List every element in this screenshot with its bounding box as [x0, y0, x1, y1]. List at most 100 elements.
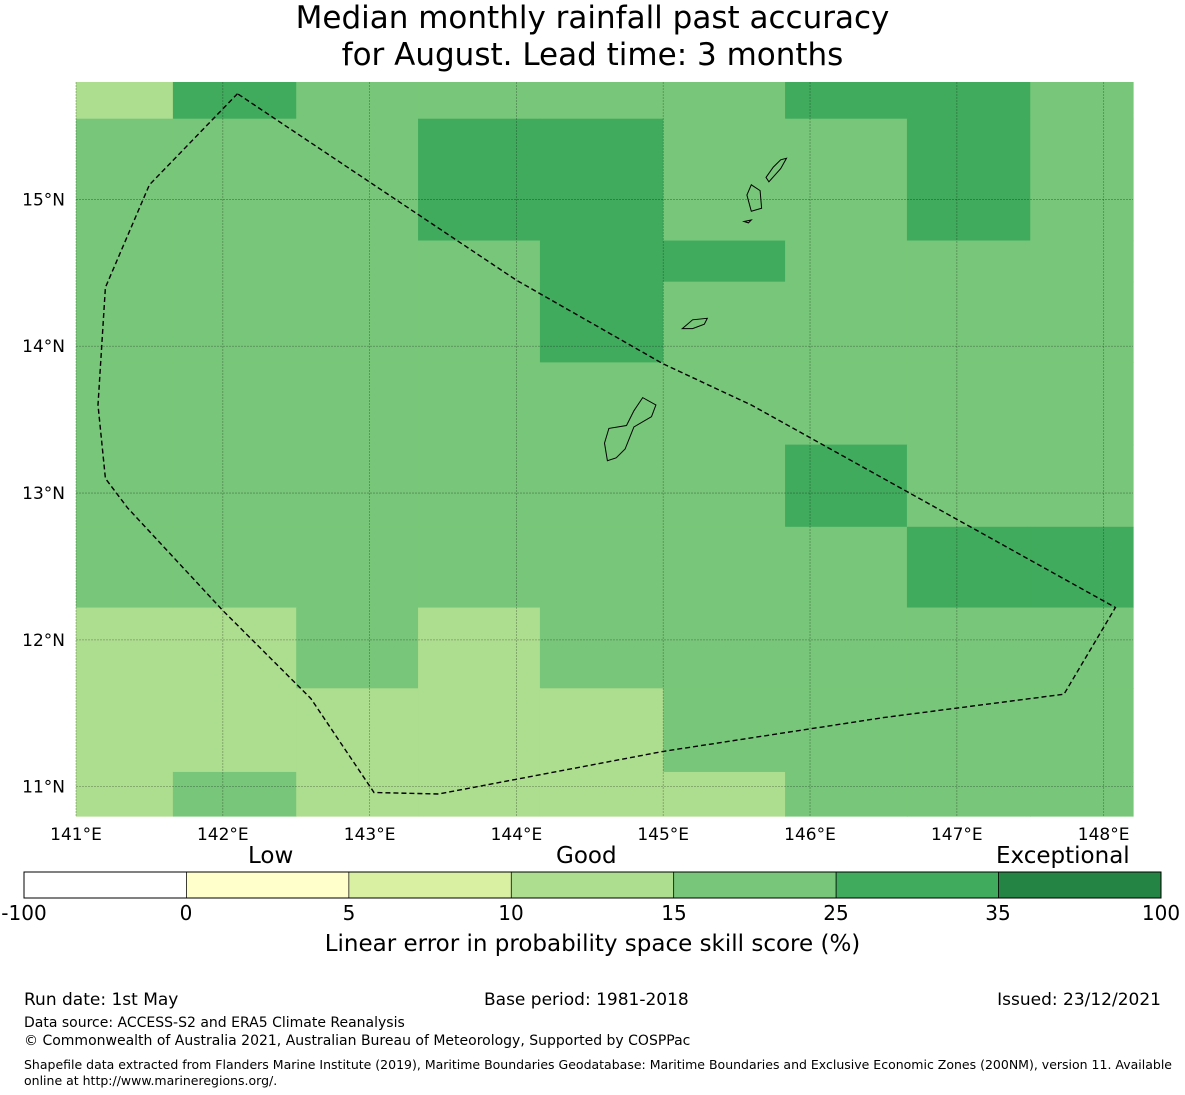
skill-cell — [663, 444, 786, 528]
skill-cell — [296, 771, 419, 817]
skill-cell — [539, 688, 664, 773]
skill-cell — [1030, 444, 1134, 528]
skill-cell — [539, 240, 664, 283]
skill-cell — [785, 82, 908, 120]
skill-cell — [663, 526, 786, 609]
y-tick-label: 11°N — [22, 778, 65, 798]
skill-cell — [663, 362, 786, 446]
x-tick-label: 143°E — [344, 825, 396, 845]
skill-cell — [172, 82, 297, 120]
island-coastlines — [603, 157, 788, 462]
skill-cell — [76, 82, 174, 120]
skill-cell — [1030, 362, 1134, 446]
colorbar-frame — [23, 871, 1162, 899]
skill-cell — [418, 362, 541, 446]
skill-cell — [76, 281, 174, 363]
colorbar — [23, 871, 1162, 899]
skill-cell — [906, 444, 1031, 528]
skill-cell — [663, 771, 786, 817]
y-tick-label: 14°N — [22, 337, 65, 357]
skill-cell — [906, 281, 1031, 363]
y-tick-label: 13°N — [22, 484, 65, 504]
skill-cell — [76, 444, 174, 528]
colorbar-bin — [673, 871, 837, 899]
eez-boundary-layer — [97, 93, 1117, 795]
skill-cell — [906, 526, 1031, 609]
skill-cell — [76, 688, 174, 773]
skill-cell — [1030, 771, 1134, 817]
skill-cell — [663, 688, 786, 773]
island-outline — [746, 184, 763, 212]
skill-cell — [539, 607, 664, 689]
skill-cell — [785, 688, 908, 773]
skill-cell — [172, 526, 297, 609]
colorbar-tick: -100 — [1, 901, 47, 925]
skill-cell — [296, 607, 419, 689]
skill-cell — [539, 281, 664, 363]
skill-cell — [76, 240, 174, 283]
colorbar-label-low: Low — [248, 843, 294, 869]
skill-cell — [296, 240, 419, 283]
skill-cell — [785, 771, 908, 817]
map-title-line-2: for August. Lead time: 3 months — [341, 37, 844, 73]
skill-cell — [76, 362, 174, 446]
skill-cell — [418, 444, 541, 528]
base-period: Base period: 1981-2018 — [484, 990, 689, 1010]
skill-cell — [785, 444, 908, 528]
skill-cell — [1030, 688, 1134, 773]
skill-cell — [172, 281, 297, 363]
colorbar-tick: 0 — [179, 901, 193, 925]
y-tick-label: 15°N — [22, 190, 65, 210]
x-axis-ticks: 141°E 142°E 143°E 144°E 145°E 146°E 147°E 148°E — [50, 825, 1129, 845]
skill-cell — [785, 240, 908, 283]
skill-cell — [418, 240, 541, 283]
skill-cell — [296, 82, 419, 120]
skill-cell — [539, 771, 664, 817]
skill-cell — [539, 118, 664, 242]
skill-cell — [76, 771, 174, 817]
colorbar-bin — [23, 871, 187, 899]
colorbar-bin — [510, 871, 675, 899]
skill-cell — [296, 281, 419, 363]
skill-cell — [539, 362, 664, 446]
graticule — [75, 82, 1133, 816]
colorbar-tick: 100 — [1141, 901, 1181, 925]
island-outline — [680, 317, 709, 330]
island-outline — [603, 396, 657, 462]
skill-cell — [296, 444, 419, 528]
skill-cell — [663, 118, 786, 242]
colorbar-tick: 35 — [985, 901, 1011, 925]
skill-cell — [172, 118, 297, 242]
colorbar-tick: 5 — [342, 901, 356, 925]
skill-cell — [906, 118, 1031, 242]
colorbar-label-good: Good — [556, 843, 617, 869]
skill-cell — [172, 607, 297, 689]
skill-cell — [296, 526, 419, 609]
skill-cell — [785, 607, 908, 689]
skill-cell — [906, 607, 1031, 689]
x-tick-label: 141°E — [50, 825, 102, 845]
skill-cell — [906, 362, 1031, 446]
skill-cell — [172, 444, 297, 528]
copyright-notice: © Commonwealth of Australia 2021, Austra… — [24, 1033, 691, 1049]
colorbar-tick: 15 — [661, 901, 687, 925]
skill-cell — [418, 607, 541, 689]
colorbar-bin — [835, 871, 999, 899]
run-date: Run date: 1st May — [24, 990, 179, 1010]
skill-cell — [663, 82, 786, 120]
colorbar-label-exceptional: Exceptional — [996, 843, 1130, 869]
skill-cell — [172, 362, 297, 446]
skill-cell — [906, 771, 1031, 817]
skill-cell — [663, 240, 786, 283]
x-tick-label: 142°E — [197, 825, 249, 845]
colorbar-bin — [998, 871, 1162, 899]
skill-cell — [418, 771, 541, 817]
y-tick-label: 12°N — [22, 631, 65, 651]
skill-cell — [785, 362, 908, 446]
skill-cell — [785, 526, 908, 609]
skill-cell — [76, 118, 174, 242]
skill-cell — [906, 688, 1031, 773]
eez-boundary — [97, 93, 1117, 795]
skill-cell — [1030, 82, 1134, 120]
skill-cell — [1030, 118, 1134, 242]
